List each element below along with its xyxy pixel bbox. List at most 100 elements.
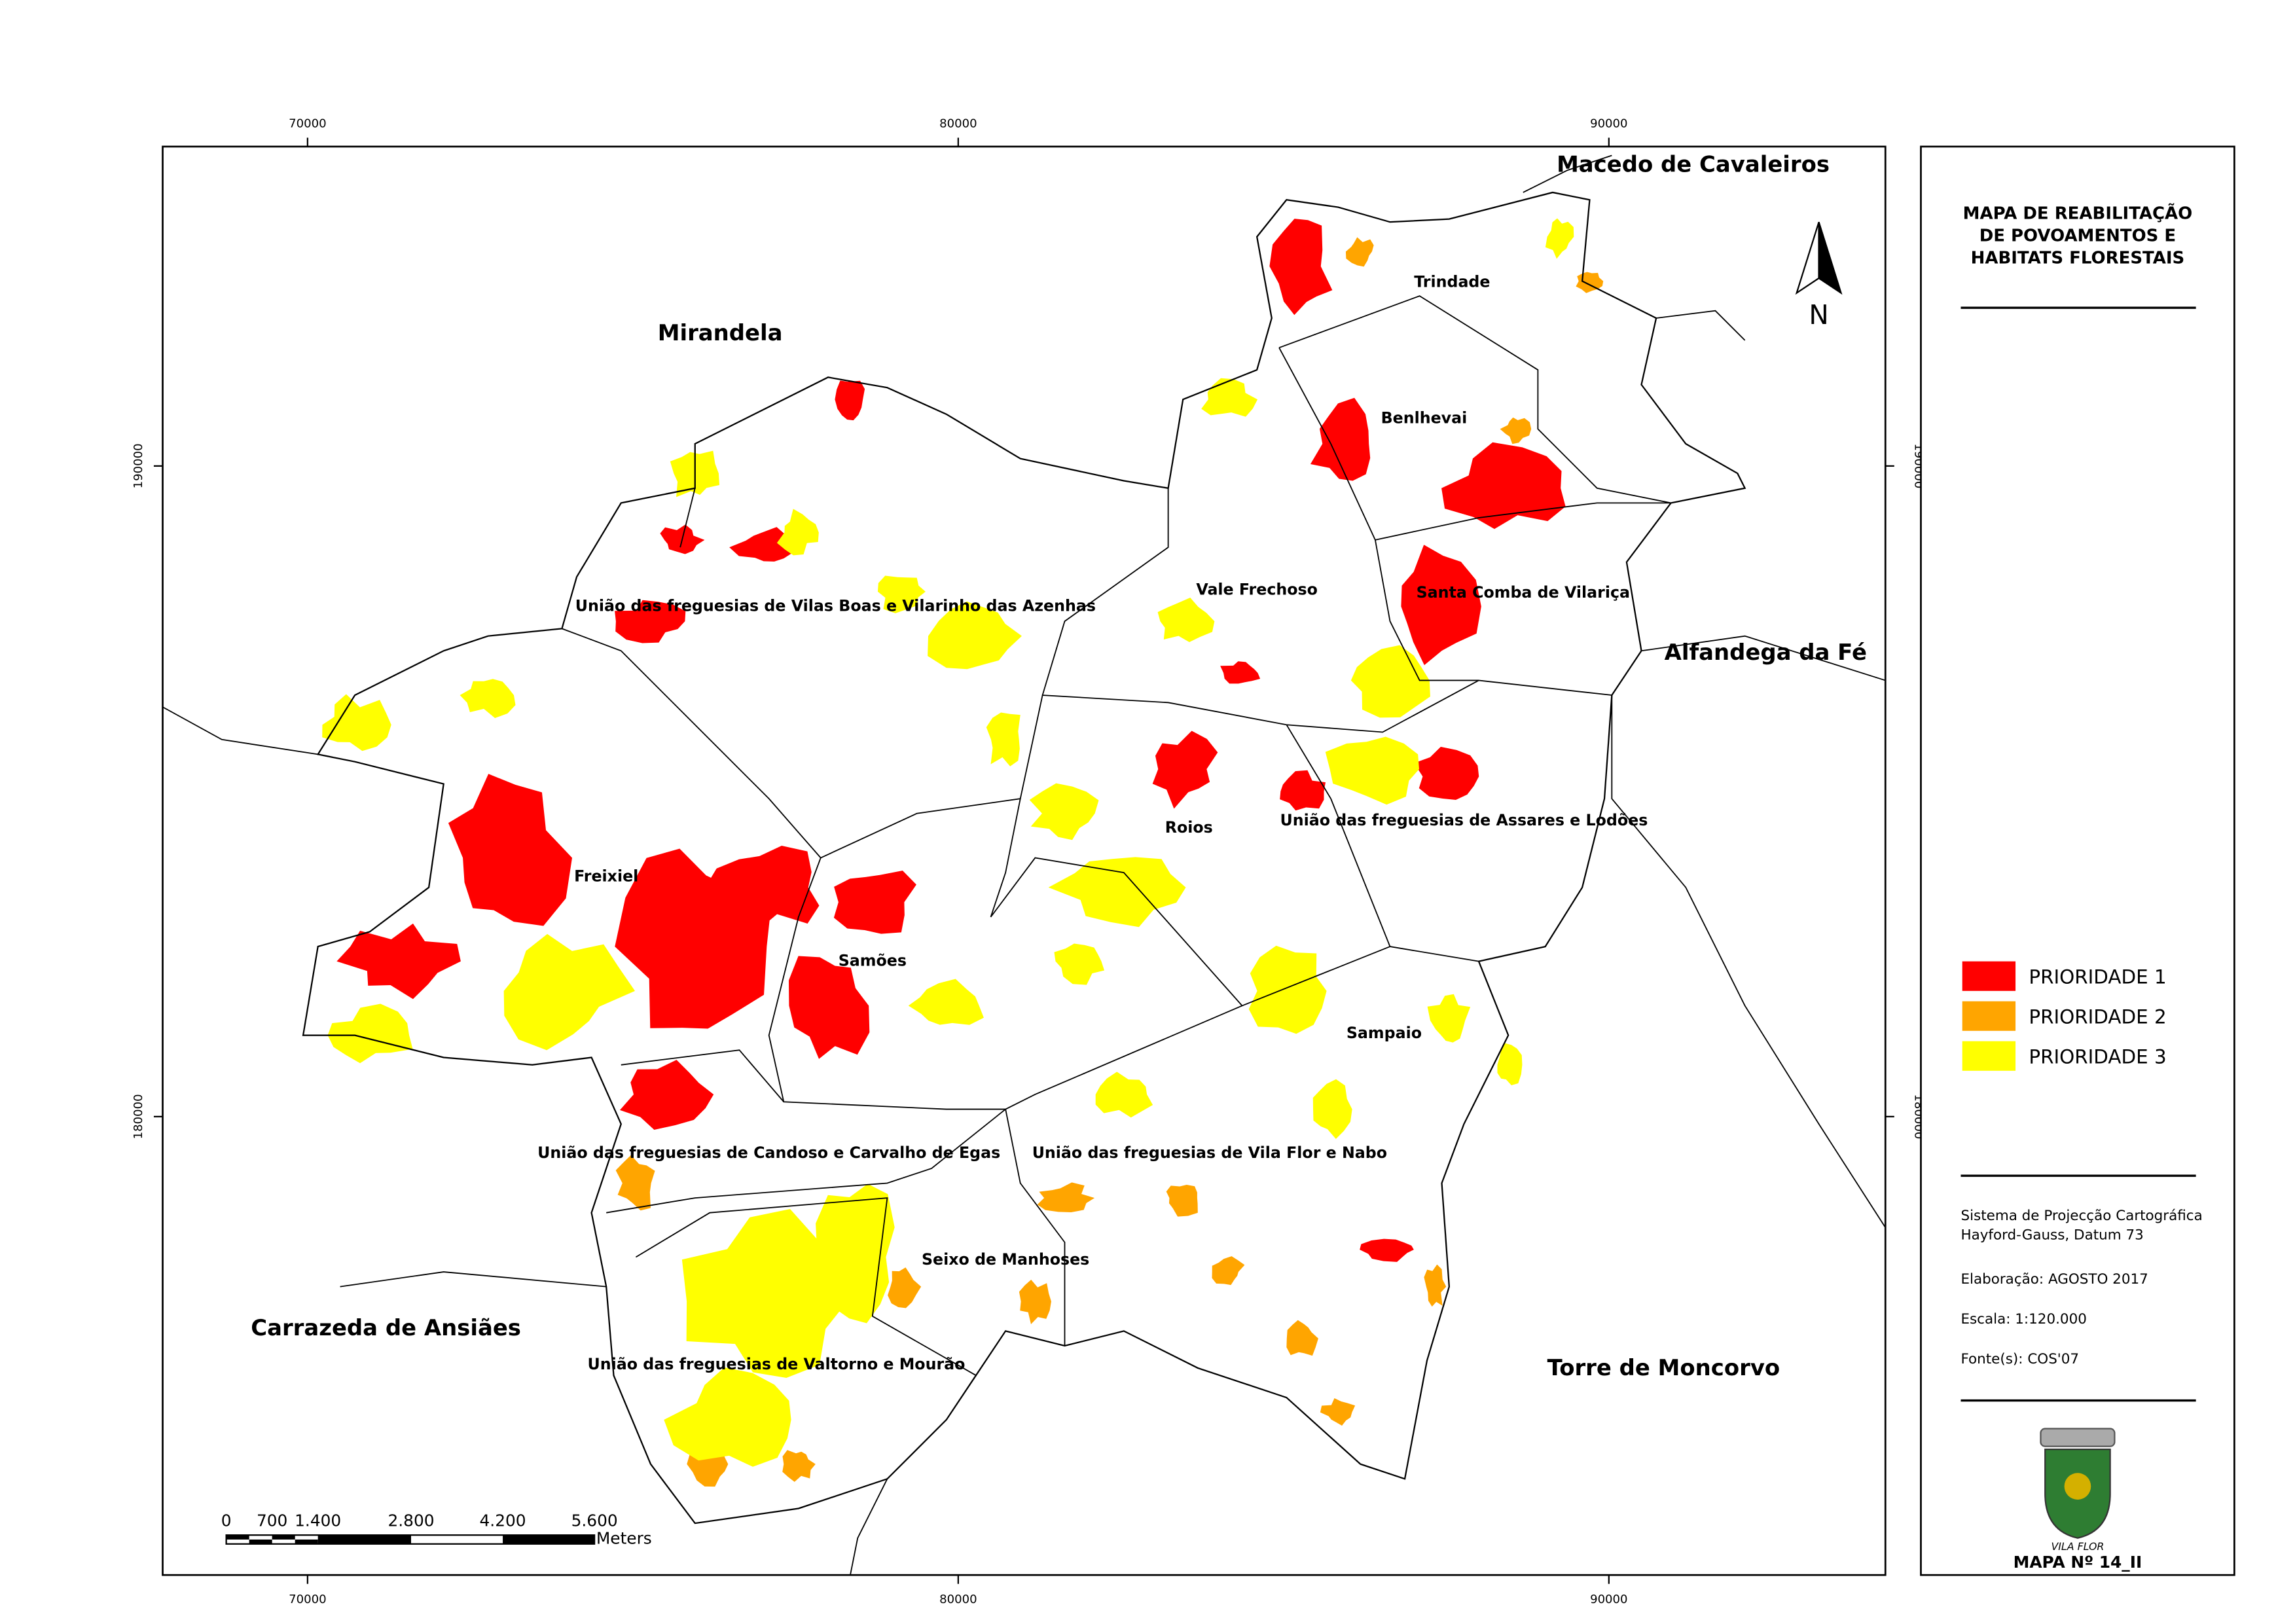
coord-label: 80000 bbox=[939, 1593, 977, 1606]
priority-area bbox=[788, 956, 870, 1059]
priority-area bbox=[1500, 417, 1532, 444]
parish-label: União das freguesias de Valtorno e Mourã… bbox=[588, 1355, 966, 1373]
priority-area bbox=[833, 870, 916, 934]
outer-boundaries bbox=[162, 154, 1887, 1576]
priority-area bbox=[835, 380, 865, 421]
emblem-text: VILA FLOR bbox=[2051, 1540, 2104, 1553]
parish-boundary bbox=[1286, 724, 1479, 962]
scale-label: 700 bbox=[257, 1511, 287, 1530]
outer-boundary bbox=[1611, 695, 1887, 1228]
priority-area bbox=[1414, 746, 1479, 800]
priority-area bbox=[1310, 397, 1371, 481]
priority-area bbox=[460, 679, 516, 719]
priority-area bbox=[1424, 1264, 1447, 1307]
coord-label: 90000 bbox=[1590, 117, 1627, 131]
parish-label: União das freguesias de Vilas Boas e Vil… bbox=[575, 596, 1096, 615]
outer-boundary bbox=[340, 1271, 607, 1288]
priority-area bbox=[776, 509, 819, 556]
outer-boundary bbox=[850, 1478, 888, 1576]
parish-label: Seixo de Manhoses bbox=[922, 1250, 1089, 1269]
parish-label: Trindade bbox=[1414, 273, 1490, 291]
coord-label: 90000 bbox=[1590, 1593, 1627, 1606]
priority-area bbox=[1157, 597, 1215, 642]
priority-area bbox=[1019, 1280, 1051, 1325]
outer-boundary bbox=[1641, 635, 1886, 681]
scale-bar-segment bbox=[317, 1535, 412, 1544]
info-line: Sistema de Projecção Cartográfica bbox=[1961, 1208, 2202, 1224]
parish-labels: Trindade Benlhevai Vale Frechoso Santa C… bbox=[537, 273, 1648, 1374]
priority-area bbox=[615, 600, 686, 643]
legend-swatch bbox=[1962, 1041, 2016, 1071]
legend-label: PRIORIDADE 2 bbox=[2029, 1006, 2166, 1028]
priority-area bbox=[503, 933, 636, 1051]
priority-area bbox=[1166, 1184, 1198, 1217]
emblem-flower bbox=[2064, 1473, 2091, 1500]
parish-label: Sampaio bbox=[1346, 1024, 1422, 1042]
emblem: VILA FLOR bbox=[2040, 1428, 2116, 1553]
parish-boundary bbox=[679, 488, 696, 548]
scale-label: 0 bbox=[221, 1511, 232, 1530]
priority-area bbox=[1286, 1320, 1318, 1356]
priority-area bbox=[1360, 1238, 1414, 1262]
outer-boundary bbox=[1523, 154, 1612, 193]
priority-area bbox=[1095, 1072, 1153, 1118]
priority-area bbox=[816, 1183, 895, 1324]
priority-area bbox=[1401, 545, 1481, 666]
neighbor-label: Mirandela bbox=[658, 320, 783, 346]
priority-area bbox=[1212, 1256, 1245, 1286]
parish-label: Vale Frechoso bbox=[1196, 580, 1318, 598]
parish-label: Samões bbox=[839, 951, 907, 969]
parish-boundary bbox=[621, 1049, 784, 1102]
priority-area bbox=[1325, 736, 1419, 805]
title-line: HABITATS FLORESTAIS bbox=[1971, 248, 2185, 268]
info-line: Elaboração: AGOSTO 2017 bbox=[1961, 1271, 2148, 1288]
priority-area bbox=[664, 1367, 791, 1467]
parish-boundary bbox=[1278, 295, 1671, 504]
parish-label: União das freguesias de Candoso e Carval… bbox=[537, 1144, 1000, 1162]
priority-areas bbox=[322, 218, 1604, 1487]
parish-label: Freixiel bbox=[574, 867, 638, 886]
north-arrow-right bbox=[1818, 221, 1843, 295]
priority-area bbox=[1441, 442, 1566, 530]
scale-label: 1.400 bbox=[295, 1511, 341, 1530]
neighbor-label: Torre de Moncorvo bbox=[1547, 1355, 1780, 1380]
parish-label: Benlhevai bbox=[1381, 408, 1468, 427]
info-line: Escala: 1:120.000 bbox=[1961, 1311, 2086, 1327]
scale-bar: 0 700 1.400 2.800 4.200 5.600 Meters bbox=[221, 1511, 652, 1548]
info-line: Hayford-Gauss, Datum 73 bbox=[1961, 1227, 2143, 1243]
scale-bar-segment bbox=[295, 1539, 318, 1544]
scale-bar-segment bbox=[249, 1539, 272, 1544]
priority-area bbox=[1048, 857, 1186, 928]
coord-label: 70000 bbox=[289, 1593, 326, 1606]
info-block: Sistema de Projecção Cartográfica Hayfor… bbox=[1961, 1208, 2202, 1367]
panel-title: MAPA DE REABILITAÇÃO DE POVOAMENTOS E HA… bbox=[1963, 203, 2193, 268]
priority-area bbox=[1037, 1182, 1095, 1213]
neighbor-labels: Macedo de Cavaleiros Mirandela Alfandega… bbox=[251, 151, 1867, 1380]
priority-area bbox=[681, 1209, 848, 1379]
scale-label: 2.800 bbox=[388, 1511, 434, 1530]
priority-area bbox=[1248, 945, 1327, 1034]
north-label: N bbox=[1809, 299, 1828, 331]
emblem-crown bbox=[2040, 1428, 2116, 1447]
priority-area bbox=[1152, 731, 1218, 809]
priority-area bbox=[1054, 943, 1105, 985]
parish-boundary bbox=[768, 857, 1242, 1110]
neighbor-label: Carrazeda de Ansiães bbox=[251, 1315, 521, 1341]
parish-label: União das freguesias de Vila Flor e Nabo bbox=[1032, 1144, 1387, 1162]
priority-area bbox=[1312, 1079, 1352, 1139]
priority-area bbox=[877, 575, 926, 613]
parish-label: Roios bbox=[1165, 818, 1213, 837]
priority-area bbox=[1545, 218, 1574, 259]
priority-area bbox=[908, 979, 984, 1025]
municipality-boundary bbox=[302, 191, 1746, 1525]
parish-boundary bbox=[606, 1108, 1006, 1214]
parish-boundary bbox=[1375, 502, 1671, 541]
scale-label: 5.600 bbox=[571, 1511, 618, 1530]
priority-area bbox=[1345, 237, 1374, 267]
neighbor-label: Macedo de Cavaleiros bbox=[1557, 151, 1830, 177]
legend-label: PRIORIDADE 1 bbox=[2029, 966, 2166, 988]
title-line: MAPA DE REABILITAÇÃO bbox=[1963, 203, 2193, 224]
scale-unit: Meters bbox=[596, 1529, 652, 1548]
